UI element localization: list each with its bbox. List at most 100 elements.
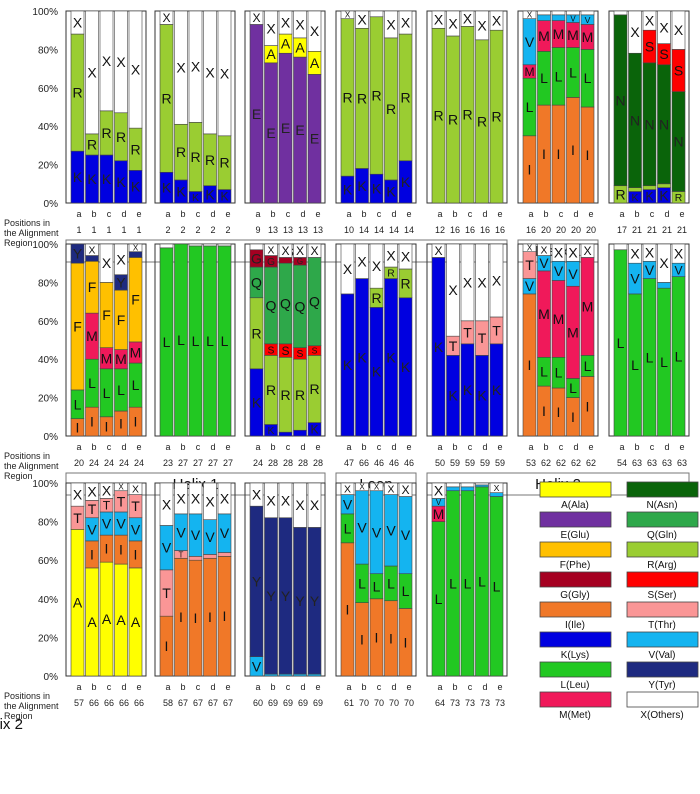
position-number: 70: [404, 698, 414, 708]
bar-segment-t: [188, 556, 203, 561]
segment-letter: L: [555, 365, 563, 381]
segment-letter: X: [102, 255, 112, 271]
segment-letter: R: [280, 387, 290, 403]
segment-letter: T: [525, 257, 534, 273]
legend-swatch-v: [626, 631, 699, 648]
segment-letter: A: [295, 40, 305, 56]
segment-letter: X: [463, 274, 473, 290]
bar-sublabel: e: [225, 209, 230, 219]
bar-sublabel: e: [588, 442, 593, 452]
position-number: 17: [617, 225, 627, 235]
segment-letter: K: [401, 359, 411, 375]
bar-segment-x: [85, 243, 99, 256]
bar-sublabel: c: [468, 442, 473, 452]
segment-letter: S: [674, 63, 683, 79]
segment-letter: Q: [266, 297, 277, 313]
position-number: 62: [586, 458, 596, 468]
segment-letter: R: [205, 152, 215, 168]
position-number: 1: [136, 225, 141, 235]
segment-letter: L: [74, 396, 82, 412]
segment-letter: R: [87, 136, 97, 152]
segment-letter: M: [115, 351, 127, 367]
segment-letter: X: [89, 245, 96, 256]
segment-letter: L: [373, 578, 381, 594]
bar-sublabel: e: [315, 209, 320, 219]
bar-sublabel: e: [497, 442, 502, 452]
bar-segment-x: [99, 243, 114, 283]
bar-segment-x: [203, 10, 217, 135]
segment-letter: X: [310, 497, 320, 513]
segment-letter: Y: [252, 573, 262, 589]
bar-segment-g: [278, 257, 293, 264]
legend-label: X(Others): [640, 710, 683, 721]
position-number: 24: [253, 458, 263, 468]
bar-segment-v: [551, 14, 566, 21]
bar-segment-x: [249, 482, 264, 507]
segment-letter: X: [659, 255, 669, 271]
position-number: 21: [647, 225, 657, 235]
position-number: 1: [106, 225, 111, 235]
position-number: 16: [495, 225, 505, 235]
position-number: 67: [223, 698, 233, 708]
segment-letter: X: [252, 11, 260, 25]
bar-sublabel: d: [482, 209, 487, 219]
bar-sublabel: e: [679, 442, 684, 452]
bar-segment-x: [188, 482, 203, 515]
segment-letter: L: [584, 358, 592, 374]
position-number: 63: [677, 458, 687, 468]
bar-sublabel: a: [619, 442, 624, 452]
position-number: 27: [193, 458, 203, 468]
bar-sublabel: e: [406, 442, 411, 452]
segment-letter: V: [568, 266, 578, 282]
bar-segment-x: [475, 10, 489, 41]
segment-letter: T: [73, 510, 82, 526]
bar-sublabel: b: [361, 442, 366, 452]
bar-sublabel: d: [391, 682, 396, 692]
segment-letter: I: [542, 146, 546, 162]
segment-letter: I: [105, 541, 109, 557]
legend-swatch-s: [626, 571, 699, 588]
bar-segment-v: [489, 492, 504, 497]
segment-letter: V: [116, 516, 126, 532]
bar-segment-x: [128, 482, 143, 495]
segment-letter: X: [434, 12, 444, 28]
position-number: 69: [283, 698, 293, 708]
bar-segment-x: [159, 243, 174, 249]
row-label: Positions in: [4, 218, 50, 228]
position-number: 58: [163, 698, 173, 708]
segment-letter: K: [343, 182, 353, 198]
bar-sublabel: d: [391, 209, 396, 219]
y-tick-label: 80%: [38, 278, 58, 289]
bar-segment-x: [537, 10, 551, 16]
segment-letter: V: [372, 524, 382, 540]
segment-letter: E: [252, 106, 261, 122]
segment-letter: V: [191, 527, 201, 543]
bar-segment-v: [460, 486, 475, 492]
position-number: 60: [253, 698, 263, 708]
segment-letter: K: [131, 179, 141, 195]
position-number: 13: [268, 225, 278, 235]
legend-swatch-r: [626, 541, 699, 558]
bar-sublabel: a: [76, 682, 81, 692]
bar-segment-x: [85, 482, 99, 501]
segment-letter: X: [296, 244, 304, 258]
segment-letter: V: [252, 658, 262, 674]
position-number: 59: [480, 458, 490, 468]
segment-letter: V: [386, 522, 396, 538]
bar-sublabel: e: [315, 442, 320, 452]
segment-letter: R: [357, 90, 367, 106]
bar-segment-x: [293, 243, 307, 258]
segment-letter: I: [76, 419, 80, 435]
segment-letter: F: [102, 307, 111, 323]
position-number: 21: [632, 225, 642, 235]
segment-letter: F: [117, 312, 126, 328]
bar-segment-x: [446, 243, 460, 337]
segment-letter: L: [192, 333, 200, 349]
position-number: 73: [450, 698, 460, 708]
position-number: 16: [450, 225, 460, 235]
position-number: 70: [374, 698, 384, 708]
segment-letter: R: [130, 141, 140, 157]
y-tick-label: 100%: [32, 479, 58, 490]
position-number: 24: [89, 458, 99, 468]
